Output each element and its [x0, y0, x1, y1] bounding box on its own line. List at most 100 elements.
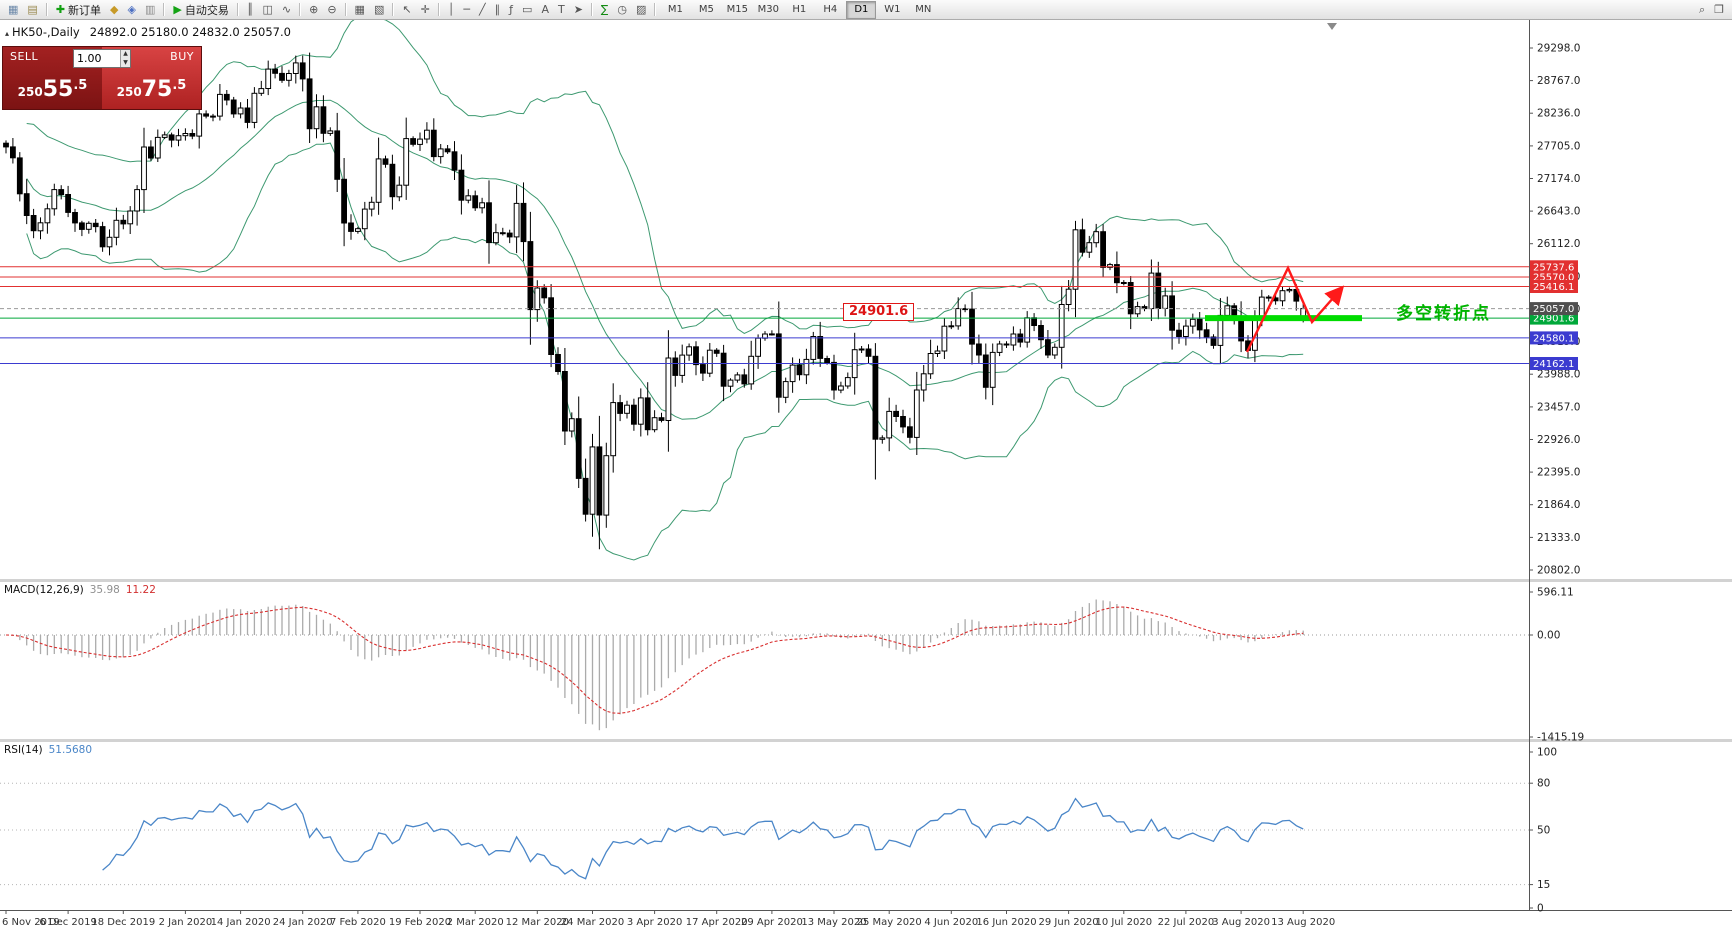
price-level-box-label: 25570.0 — [1533, 273, 1574, 284]
channel-icon[interactable]: ∥ — [491, 0, 505, 19]
price-level-annotation[interactable]: 24901.6 — [843, 303, 915, 321]
chart-shift-marker[interactable] — [1327, 23, 1337, 30]
x-axis-label: 19 Feb 2020 — [389, 917, 451, 928]
strategy-tester-icon[interactable]: ▥ — [141, 0, 159, 19]
price-scale-label: 26643.0 — [1537, 206, 1580, 218]
x-axis-label: 24 Mar 2020 — [561, 917, 624, 928]
zoom-out-icon[interactable]: ⊖ — [323, 0, 340, 19]
rsi-scale-label: 50 — [1537, 825, 1550, 837]
chart-annotations[interactable] — [1205, 265, 1362, 353]
text-icon[interactable]: A — [537, 0, 553, 19]
bar-chart-icon[interactable]: ║ — [243, 0, 258, 19]
market-watch-icon[interactable]: ◆ — [106, 0, 122, 19]
cursor-icon: ↖ — [402, 3, 412, 16]
x-axis-label: 6 Nov 2019 — [2, 917, 60, 928]
x-axis-label: 17 Apr 2020 — [686, 917, 748, 928]
new-order-button[interactable]: ✚ 新订单 — [52, 0, 105, 19]
price-scale-label: 22395.0 — [1537, 467, 1580, 479]
navigator-icon: ◈ — [127, 3, 136, 16]
shapes-icon[interactable]: ▭ — [518, 0, 536, 19]
autotrading-button[interactable]: ▶ 自动交易 — [169, 0, 232, 19]
toolbar-separator — [392, 3, 395, 16]
price-scale-label: 28236.0 — [1537, 108, 1580, 120]
timeframe-m15[interactable]: M15 — [726, 4, 749, 15]
price-scale-label: 23988.0 — [1537, 369, 1580, 381]
trendline-icon[interactable]: ╱ — [475, 0, 490, 19]
timeframe-m5[interactable]: M5 — [698, 4, 714, 15]
price-level-box-label: 25416.1 — [1533, 282, 1574, 293]
zoom-in-icon[interactable]: ⊕ — [305, 0, 322, 19]
x-axis-label: 7 Feb 2020 — [330, 917, 386, 928]
fibonacci-icon[interactable]: ƒ — [505, 0, 517, 19]
candlestick-chart-icon: ◫ — [262, 3, 273, 16]
timeframe-h4[interactable]: H4 — [823, 4, 838, 15]
timeframe-mn[interactable]: MN — [915, 4, 932, 15]
buy-label: BUY — [170, 50, 194, 63]
rsi-scale-label: 15 — [1537, 879, 1550, 891]
vertical-line-icon: │ — [447, 3, 455, 16]
zigzag-arrow-annotation[interactable] — [1245, 265, 1345, 353]
price-scale-label: 27174.0 — [1537, 173, 1580, 185]
crosshair-icon[interactable]: ✛ — [417, 0, 434, 19]
navigator-icon[interactable]: ◈ — [124, 0, 140, 19]
price-scale-label: 21864.0 — [1537, 499, 1580, 511]
x-axis-label: 25 May 2020 — [857, 917, 922, 928]
layouts-icon: ❐ — [1714, 3, 1724, 16]
x-axis-label: 13 May 2020 — [801, 917, 866, 928]
search-icon[interactable]: ⌕ — [1695, 0, 1709, 19]
auto-arrange-icon[interactable]: ▧ — [370, 0, 388, 19]
crosshair-icon: ✛ — [420, 3, 430, 16]
timeframe-m1[interactable]: M1 — [667, 4, 683, 15]
indicators-icon[interactable]: ∑ — [597, 0, 612, 19]
toolbar-separator — [437, 3, 440, 16]
rsi-scale-label: 0 — [1537, 903, 1544, 915]
macd-signal-line — [5, 606, 1304, 714]
one-click-trading-panel: SELL 25055.5 BUY 25075.5 ▲ ▼ — [2, 46, 202, 110]
chart-title: ▴ HK50-,Daily 24892.0 25180.0 24832.0 2505… — [5, 25, 291, 39]
volume-input[interactable] — [74, 50, 120, 67]
templates-icon[interactable]: ▨ — [632, 0, 650, 19]
x-axis-label: 24 Jan 2020 — [273, 917, 333, 928]
line-chart-icon[interactable]: ∿ — [278, 0, 295, 19]
horizontal-line-icon[interactable]: ─ — [459, 0, 474, 19]
price-scale-label: 27705.0 — [1537, 140, 1580, 152]
timeframe-d1[interactable]: D1 — [846, 0, 877, 19]
timeframe-w1[interactable]: W1 — [884, 4, 901, 15]
vertical-line-icon[interactable]: │ — [444, 0, 459, 19]
timeframe-h1[interactable]: H1 — [792, 4, 807, 15]
new-order-button-icon: ✚ — [55, 3, 66, 16]
arrows-icon[interactable]: ➤ — [570, 0, 587, 19]
turning-point-annotation[interactable]: 多空转折点 — [1396, 304, 1491, 324]
sell-price: 25055.5 — [17, 77, 88, 102]
volume-decrease-button[interactable]: ▼ — [121, 58, 130, 67]
sell-button[interactable]: SELL 25055.5 — [3, 47, 102, 109]
periods-icon[interactable]: ◷ — [613, 0, 631, 19]
volume-box: ▲ ▼ — [73, 49, 131, 68]
horizontal-level-lines[interactable] — [0, 266, 1529, 364]
new-chart-icon[interactable]: ▦ — [4, 0, 22, 19]
x-axis-label: 18 Dec 2019 — [91, 917, 155, 928]
timeframe-m30[interactable]: M30 — [757, 4, 780, 15]
price-level-box — [1530, 357, 1578, 370]
macd-scale-label: -1415.19 — [1537, 732, 1584, 744]
channel-icon: ∥ — [494, 3, 501, 16]
toolbar-separator — [590, 3, 593, 16]
text-label-icon[interactable]: T — [554, 0, 569, 19]
x-axis-label: 6 Dec 2019 — [39, 917, 97, 928]
candlestick-chart-icon[interactable]: ◫ — [258, 0, 276, 19]
macd-indicator-label: MACD(12,26,9) 35.98 11.22 — [4, 584, 156, 596]
price-scale[interactable]: 29298.0 28767.0 28236.0 27705.0 27174.0 26643… — [1529, 43, 1584, 915]
tile-windows-icon[interactable]: ▦ — [351, 0, 369, 19]
x-axis-label: 3 Apr 2020 — [627, 917, 682, 928]
search-icon: ⌕ — [1698, 3, 1706, 16]
rsi-scale-label: 80 — [1537, 778, 1550, 790]
price-level-box-label: 24580.1 — [1533, 333, 1574, 344]
cursor-icon[interactable]: ↖ — [398, 0, 415, 19]
price-level-box — [1530, 260, 1578, 274]
volume-increase-button[interactable]: ▲ — [121, 50, 130, 59]
new-order-button-label: 新订单 — [68, 3, 102, 17]
layouts-icon[interactable]: ❐ — [1710, 0, 1728, 19]
profiles-icon[interactable]: ▤ — [23, 0, 41, 19]
